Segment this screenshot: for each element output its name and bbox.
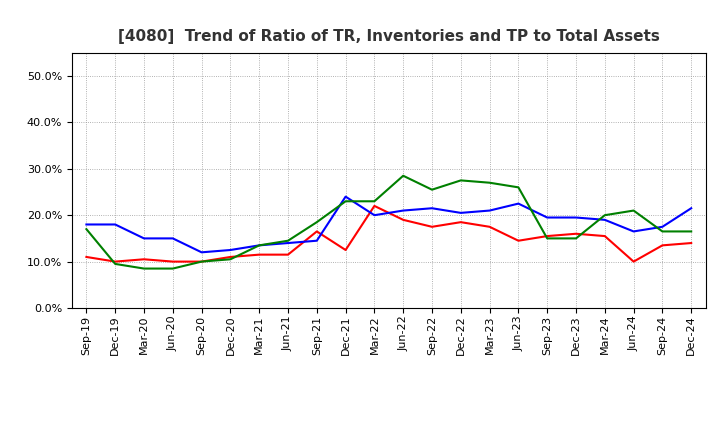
Trade Receivables [197, 259, 206, 264]
Trade Receivables [514, 238, 523, 243]
Inventories [226, 247, 235, 253]
Trade Payables [572, 236, 580, 241]
Trade Receivables [312, 229, 321, 234]
Trade Payables [543, 236, 552, 241]
Trade Receivables [428, 224, 436, 229]
Inventories [399, 208, 408, 213]
Inventories [687, 205, 696, 211]
Inventories [197, 249, 206, 255]
Line: Trade Payables: Trade Payables [86, 176, 691, 268]
Trade Receivables [572, 231, 580, 236]
Trade Payables [168, 266, 177, 271]
Trade Payables [140, 266, 148, 271]
Trade Receivables [629, 259, 638, 264]
Inventories [312, 238, 321, 243]
Inventories [514, 201, 523, 206]
Trade Payables [600, 213, 609, 218]
Trade Receivables [687, 240, 696, 246]
Inventories [111, 222, 120, 227]
Trade Receivables [140, 257, 148, 262]
Inventories [140, 236, 148, 241]
Trade Receivables [485, 224, 494, 229]
Trade Receivables [600, 234, 609, 239]
Trade Receivables [543, 234, 552, 239]
Inventories [341, 194, 350, 199]
Trade Receivables [168, 259, 177, 264]
Trade Receivables [341, 247, 350, 253]
Inventories [456, 210, 465, 216]
Trade Payables [428, 187, 436, 192]
Line: Inventories: Inventories [86, 197, 691, 252]
Inventories [543, 215, 552, 220]
Trade Payables [687, 229, 696, 234]
Trade Receivables [284, 252, 292, 257]
Inventories [82, 222, 91, 227]
Trade Receivables [370, 203, 379, 209]
Trade Payables [658, 229, 667, 234]
Inventories [255, 243, 264, 248]
Trade Receivables [399, 217, 408, 223]
Inventories [284, 240, 292, 246]
Trade Receivables [82, 254, 91, 260]
Trade Payables [82, 227, 91, 232]
Trade Payables [226, 257, 235, 262]
Trade Payables [197, 259, 206, 264]
Inventories [600, 217, 609, 223]
Trade Receivables [658, 243, 667, 248]
Inventories [658, 224, 667, 229]
Trade Payables [370, 198, 379, 204]
Trade Payables [456, 178, 465, 183]
Trade Payables [341, 198, 350, 204]
Trade Payables [284, 238, 292, 243]
Trade Payables [629, 208, 638, 213]
Trade Payables [312, 220, 321, 225]
Inventories [485, 208, 494, 213]
Trade Payables [111, 261, 120, 267]
Inventories [168, 236, 177, 241]
Inventories [428, 205, 436, 211]
Inventories [572, 215, 580, 220]
Trade Payables [255, 243, 264, 248]
Trade Receivables [456, 220, 465, 225]
Trade Payables [514, 185, 523, 190]
Trade Receivables [255, 252, 264, 257]
Trade Receivables [111, 259, 120, 264]
Line: Trade Receivables: Trade Receivables [86, 206, 691, 262]
Trade Receivables [226, 254, 235, 260]
Trade Payables [399, 173, 408, 178]
Inventories [370, 213, 379, 218]
Inventories [629, 229, 638, 234]
Trade Payables [485, 180, 494, 185]
Text: [4080]  Trend of Ratio of TR, Inventories and TP to Total Assets: [4080] Trend of Ratio of TR, Inventories… [118, 29, 660, 44]
